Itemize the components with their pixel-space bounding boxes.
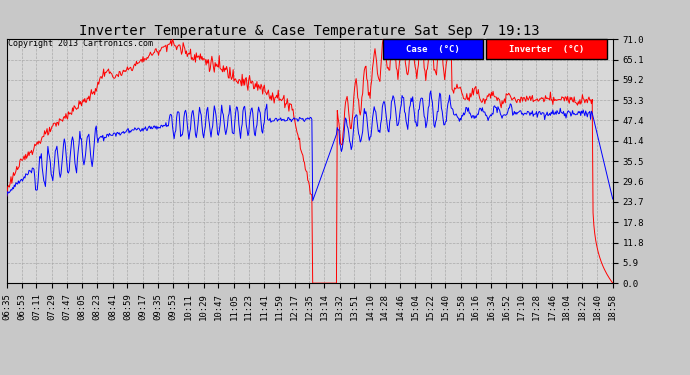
Text: Copyright 2013 Cartronics.com: Copyright 2013 Cartronics.com [8,39,153,48]
Title: Inverter Temperature & Case Temperature Sat Sep 7 19:13: Inverter Temperature & Case Temperature … [79,24,540,38]
